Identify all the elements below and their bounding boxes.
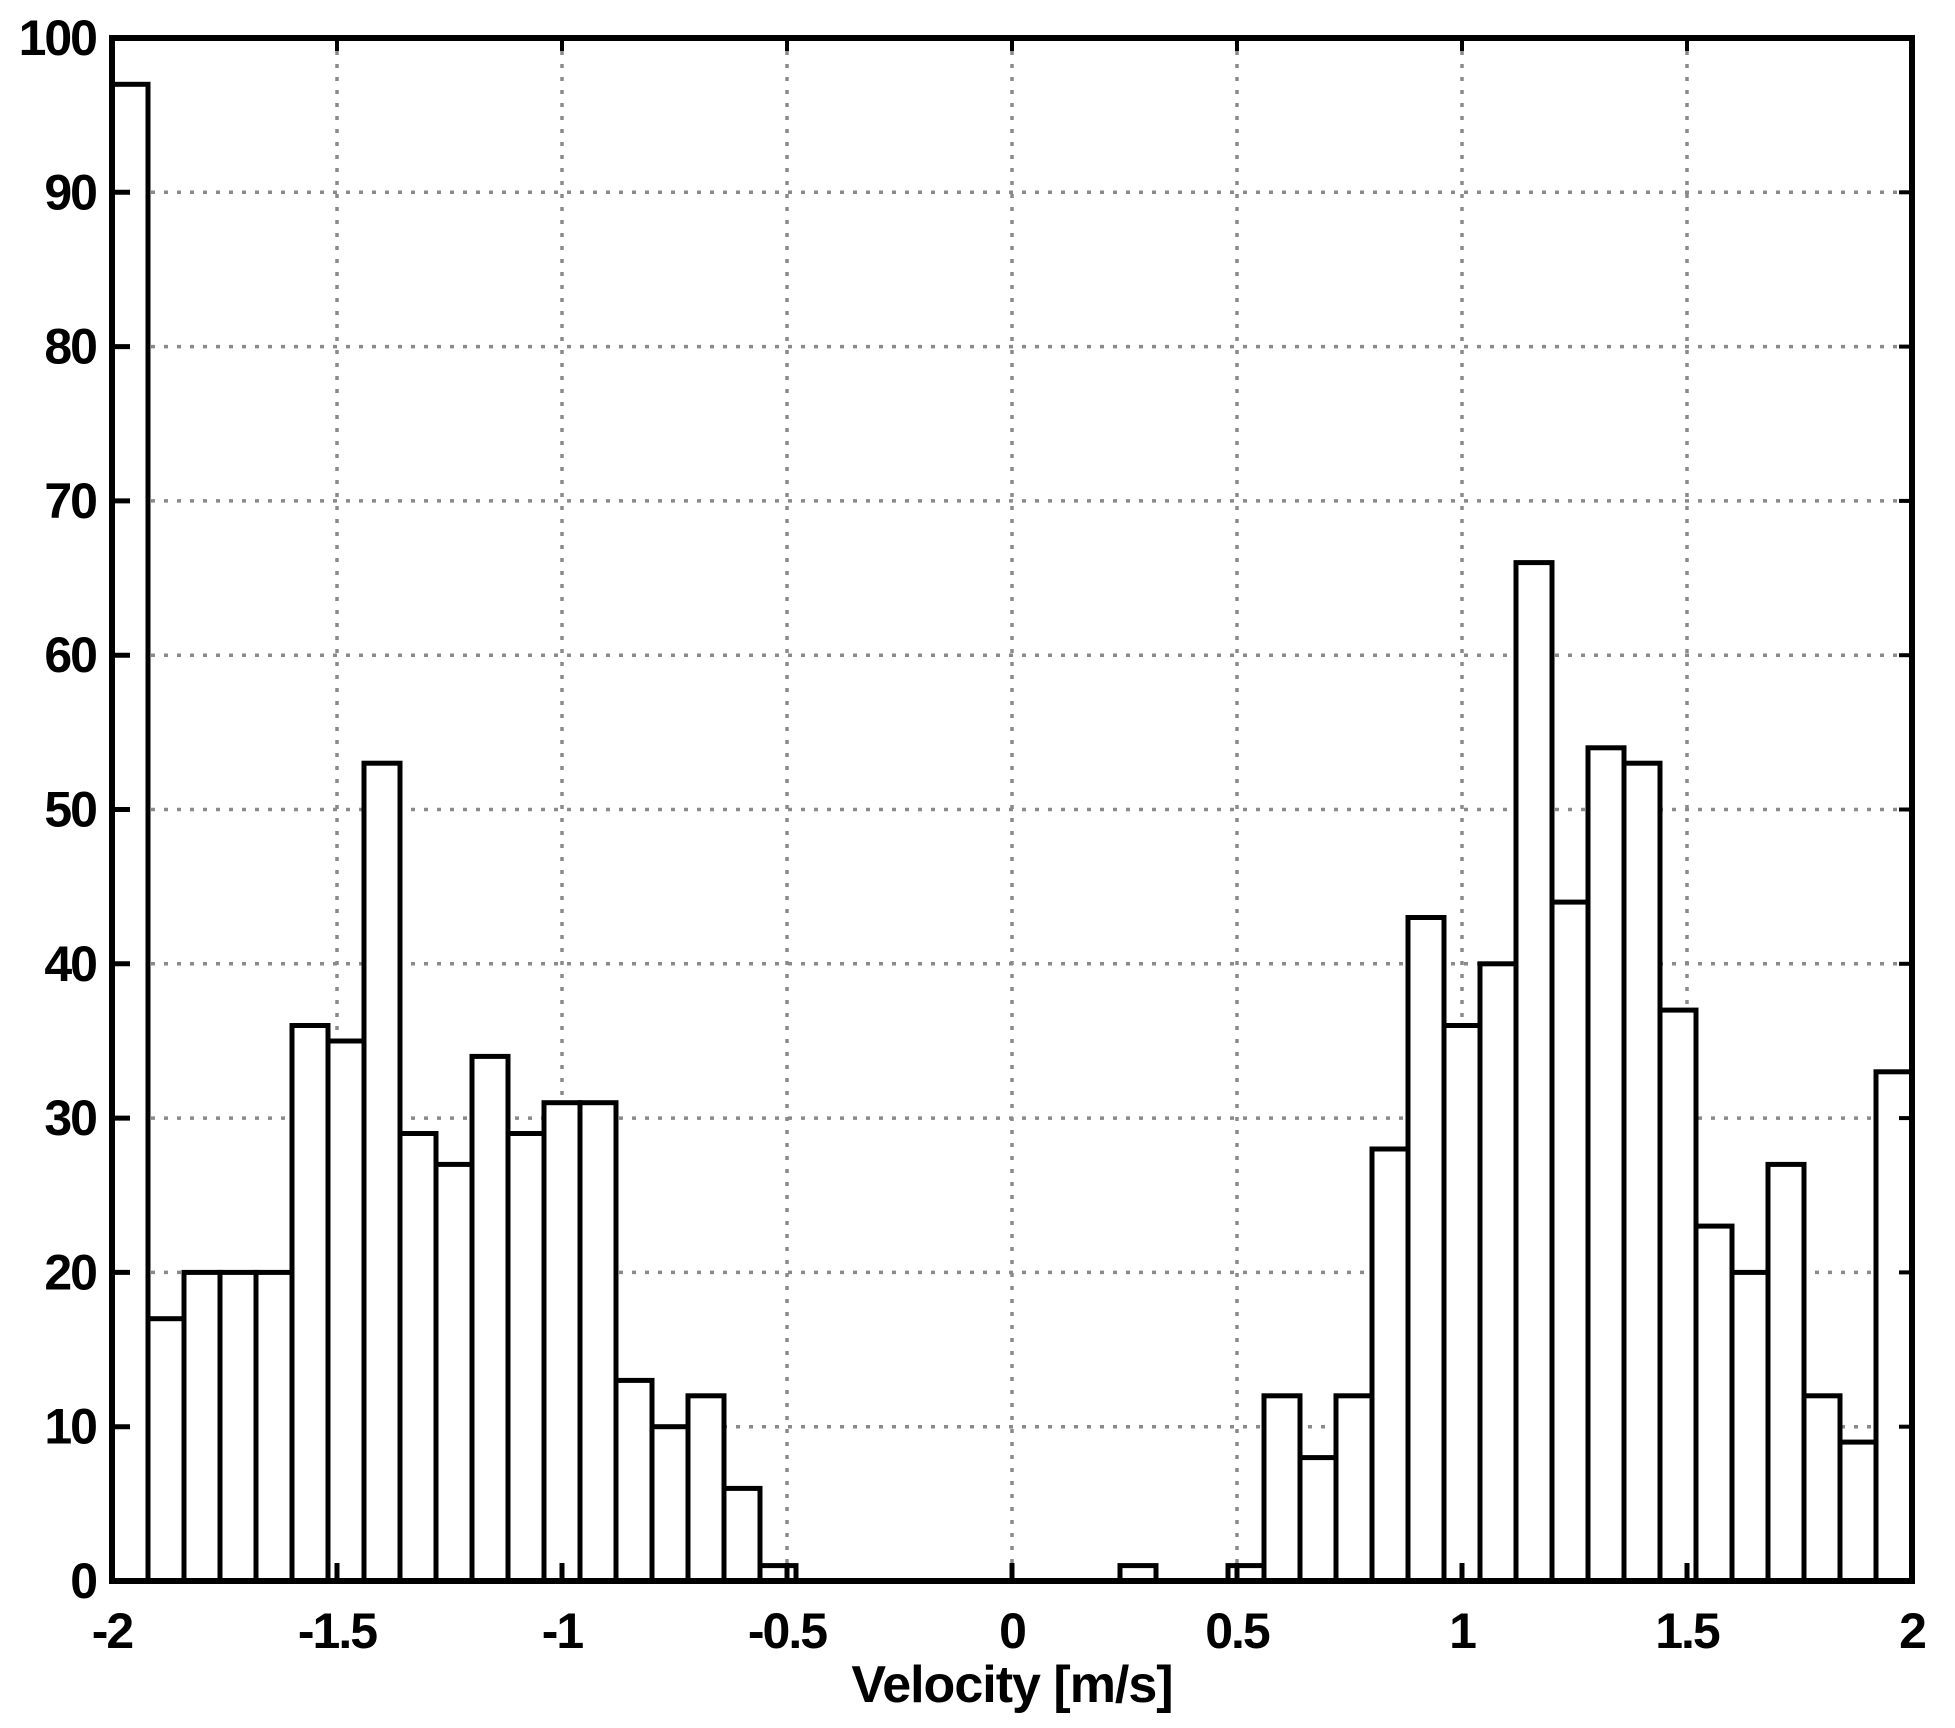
histogram-bar [397,1131,439,1584]
y-tick-label: 70 [44,473,96,529]
histogram-bar [109,81,151,1584]
histogram-bar [1657,1007,1699,1584]
y-tick-label: 30 [44,1090,96,1146]
histogram-bar [1729,1269,1771,1584]
y-tick-label: 60 [44,627,96,683]
y-tick-label: 50 [44,782,96,838]
x-tick-label: -1.5 [298,1603,377,1659]
x-tick-label: 1.5 [1655,1603,1720,1659]
histogram-bar [433,1161,475,1584]
histogram-bar [181,1269,223,1584]
histogram-bar [685,1393,727,1584]
x-tick-label: -0.5 [748,1603,827,1659]
histogram-bar [721,1485,763,1584]
histogram-bar [145,1316,187,1584]
histogram-bar [253,1269,295,1584]
histogram-bar [1333,1393,1375,1584]
histogram-bar [217,1269,259,1584]
histogram-bar [649,1424,691,1584]
histogram-bar [1513,560,1555,1584]
histogram-bar [1585,745,1627,1584]
y-tick-label: 100 [19,10,97,66]
y-tick-label: 80 [44,319,96,375]
y-tick-label: 0 [70,1553,96,1609]
y-tick-label: 90 [44,164,96,220]
x-tick-label: 0 [999,1603,1025,1659]
histogram-bar [1405,915,1447,1584]
histogram-bar [469,1053,511,1584]
histogram-bar [361,760,403,1584]
histogram-bar [1477,961,1519,1584]
histogram-bar [1261,1393,1303,1584]
histogram-bar [1369,1146,1411,1584]
histogram-bar [289,1023,331,1584]
histogram-bar [325,1038,367,1584]
y-tick-label: 40 [44,936,96,992]
histogram-bar [1441,1023,1483,1584]
histogram-bar [1801,1393,1843,1584]
tick-label-layer: 0 10 20 30 40 50 60 70 80 90 100 -2 -1.5 -1 -0.5 0 0.5 1 1… [19,10,1928,1659]
histogram-bar [1765,1161,1807,1584]
y-tick-label: 10 [44,1399,96,1455]
x-tick-label: -2 [92,1603,133,1659]
x-tick-label: 2 [1899,1603,1925,1659]
x-axis-title: Velocity [m/s] [851,1656,1172,1714]
histogram-bar [505,1131,547,1584]
y-tick-label: 20 [44,1244,96,1300]
x-tick-label: 1 [1449,1603,1476,1659]
axis-layer [109,35,1915,1584]
histogram-bar [1837,1439,1879,1584]
histogram-bar [1297,1455,1339,1584]
histogram-bar [1693,1223,1735,1584]
histogram-bar [541,1100,583,1584]
histogram-bar [1621,760,1663,1584]
x-tick-label: 0.5 [1205,1603,1270,1659]
histogram-bar [1873,1069,1915,1584]
histogram-bar [577,1100,619,1584]
x-tick-label: -1 [542,1603,584,1659]
histogram-bar [613,1377,655,1584]
histogram-bar [1549,899,1591,1584]
